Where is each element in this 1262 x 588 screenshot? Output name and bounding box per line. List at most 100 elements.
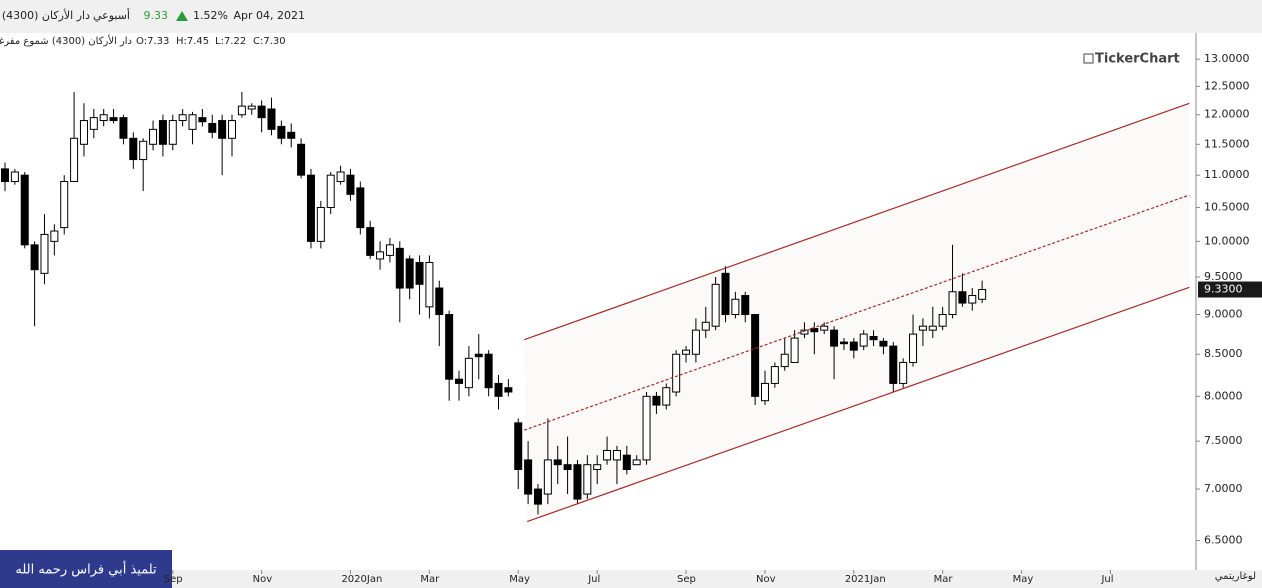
- candle-body: [336, 171, 345, 183]
- candle-body: [849, 341, 858, 351]
- candle-body: [484, 353, 493, 389]
- plot-area: [1, 91, 1190, 523]
- candle-body: [218, 120, 227, 139]
- candle-body: [978, 289, 987, 300]
- candle-body: [731, 298, 740, 316]
- candle-body: [208, 122, 217, 133]
- brand: TickerChart: [1095, 52, 1180, 67]
- x-tick-label: Mar: [934, 574, 954, 585]
- candle-body: [622, 454, 631, 471]
- candle-body: [385, 244, 394, 256]
- candle-body: [899, 361, 908, 384]
- candle-body: [119, 117, 128, 139]
- candle-body: [356, 187, 365, 229]
- legend-low: L:7.22: [215, 36, 246, 47]
- candle-body: [188, 114, 197, 130]
- legend-open: O:7.33: [136, 36, 169, 47]
- candle-body: [869, 335, 878, 341]
- scale-mode: لوغاريتمي: [1215, 571, 1256, 582]
- candle-body: [553, 459, 562, 466]
- candle-body: [721, 272, 730, 316]
- candle-body: [494, 382, 503, 397]
- candle-body: [830, 329, 839, 347]
- candle-body: [267, 108, 276, 130]
- y-tick-label: 9.5000: [1204, 270, 1243, 283]
- x-tick-label: Jul: [1100, 574, 1113, 585]
- candle-body: [346, 174, 355, 195]
- x-tick-label: Mar: [420, 574, 440, 585]
- candle-body: [810, 328, 819, 333]
- watermark-box: [0, 550, 172, 588]
- candle-body: [158, 120, 167, 145]
- candle-body: [50, 230, 59, 242]
- candle-body: [395, 247, 404, 289]
- candle-body: [109, 117, 118, 122]
- candle-body: [603, 449, 612, 461]
- candle-body: [928, 325, 937, 331]
- candle-body: [247, 105, 256, 110]
- candle-body: [405, 258, 414, 289]
- header-bar: [0, 0, 1262, 33]
- header-period: أسبوعي: [93, 8, 130, 22]
- x-tick-label: Sep: [164, 574, 183, 585]
- watermark: تلميذ أبي فراس رحمه الله: [15, 561, 157, 578]
- candle-body: [129, 137, 138, 161]
- candle-body: [40, 233, 49, 274]
- candle-body: [662, 387, 671, 406]
- candle-body: [800, 329, 809, 335]
- candle-body: [178, 114, 187, 122]
- up-arrow: [176, 11, 188, 21]
- candle-body: [326, 174, 335, 208]
- y-tick-label: 8.0000: [1204, 389, 1243, 402]
- candle-body: [760, 382, 769, 402]
- candle-body: [563, 464, 572, 471]
- candle-body: [70, 137, 79, 183]
- x-tick-label: May: [1013, 574, 1034, 585]
- x-axis-bar: [0, 570, 1262, 588]
- y-tick-label: 10.0000: [1204, 234, 1250, 247]
- candle-body: [524, 459, 533, 495]
- header-date: Apr 04, 2021: [233, 9, 305, 22]
- candle-body: [879, 340, 888, 347]
- candle-body: [366, 227, 375, 256]
- candle-body: [958, 291, 967, 304]
- y-tick-label: 7.0000: [1204, 482, 1243, 495]
- channel-line: [523, 194, 1190, 431]
- candle-body: [435, 287, 444, 316]
- candle-body: [514, 422, 523, 471]
- candle-body: [455, 378, 464, 384]
- candle-body: [1, 168, 9, 183]
- candle-body: [790, 337, 799, 363]
- y-tick-label: 10.5000: [1204, 200, 1250, 213]
- candle-body: [60, 181, 69, 229]
- header-change: 1.52%: [193, 9, 228, 22]
- candle-body: [672, 353, 681, 393]
- candle-body: [968, 295, 977, 304]
- candle-body: [543, 459, 552, 495]
- candle-body: [632, 459, 641, 466]
- candle-body: [464, 357, 473, 389]
- candle-body: [277, 125, 286, 139]
- candle-body: [820, 325, 829, 331]
- y-tick-label: 9.0000: [1204, 308, 1243, 321]
- candle-body: [889, 345, 898, 384]
- candle-body: [780, 353, 789, 368]
- candle-body: [425, 262, 434, 308]
- y-tick-label: 12.5000: [1204, 79, 1250, 92]
- candle-body: [376, 251, 385, 260]
- candle-body: [287, 131, 296, 139]
- candle-body: [652, 395, 661, 406]
- y-tick-label: 6.5000: [1204, 534, 1243, 547]
- candle-body: [751, 314, 760, 397]
- candle-body: [691, 329, 700, 355]
- candle-body: [415, 262, 424, 285]
- x-tick-label: 2020Jan: [341, 574, 382, 585]
- candle-body: [741, 295, 750, 316]
- candle-body: [938, 314, 947, 327]
- x-tick-label: Jul: [587, 574, 600, 585]
- candle-body: [89, 117, 98, 130]
- candle-body: [149, 128, 158, 145]
- candle-body: [228, 120, 237, 139]
- candle-body: [198, 117, 207, 123]
- legend-close: C:7.30: [253, 36, 286, 47]
